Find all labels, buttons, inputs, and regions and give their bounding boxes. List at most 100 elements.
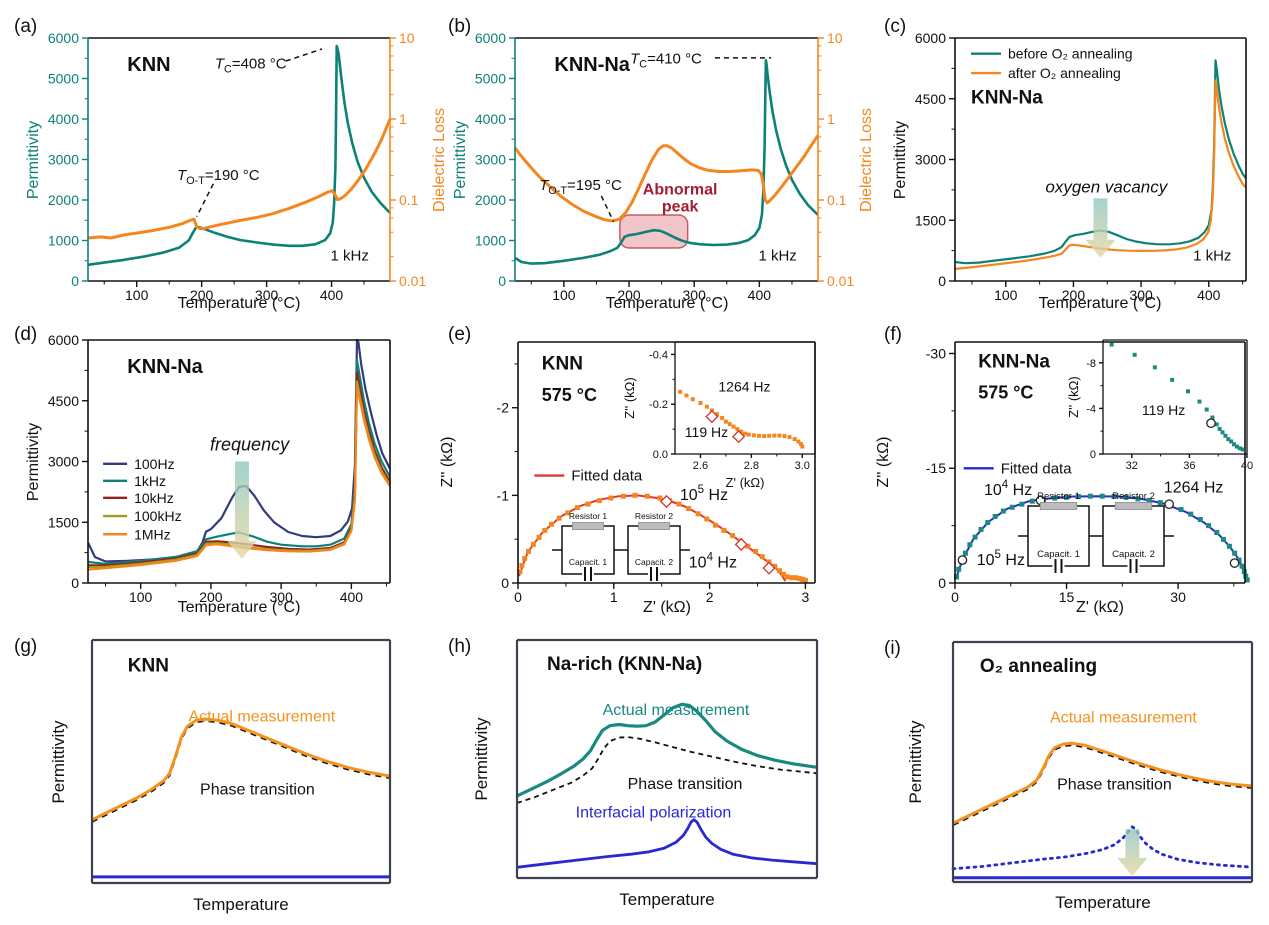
data-point bbox=[967, 542, 973, 548]
data-point bbox=[751, 433, 756, 438]
x-tick-label: 100 bbox=[129, 589, 153, 605]
y-tick-label: -8 bbox=[1086, 358, 1096, 370]
data-point bbox=[772, 563, 778, 569]
panel-d: (d) 100 200 300 400 0 1500 3000 4500 6000 Temperat… bbox=[14, 324, 391, 616]
y-tick-label: 6000 bbox=[475, 30, 506, 46]
leader-dashed-line bbox=[600, 195, 615, 222]
annotation: 575 °C bbox=[542, 385, 597, 405]
annotation: Interfacial polarization bbox=[576, 804, 732, 821]
annotation: 575 °C bbox=[978, 383, 1033, 403]
annotation: TO-T=190 °C bbox=[177, 167, 260, 187]
annotation: 1 kHz bbox=[331, 247, 369, 264]
x-axis-label: Z' (kΩ) bbox=[726, 475, 765, 490]
capacitor-label: Capacit. 2 bbox=[1112, 549, 1155, 560]
x-axis-label: Temperature bbox=[1055, 893, 1150, 912]
data-point bbox=[1185, 389, 1190, 394]
x-tick-label: 400 bbox=[1197, 287, 1221, 303]
data-point bbox=[978, 526, 984, 532]
data-point bbox=[1135, 496, 1141, 502]
panel-letter: (d) bbox=[14, 324, 37, 345]
x-tick-label: 32 bbox=[1126, 460, 1138, 472]
series-actual-measurement bbox=[516, 702, 818, 798]
data-point bbox=[542, 527, 548, 533]
panel-g: (g) Temperature Permittivity KNN Actual meas… bbox=[14, 636, 392, 914]
data-point bbox=[1236, 557, 1242, 563]
annotation: TO-T=195 °C bbox=[539, 177, 622, 197]
data-point bbox=[739, 429, 744, 434]
panel-i: (i) Temperature Permittivity O₂ annealing Ac… bbox=[884, 638, 1254, 912]
data-point bbox=[730, 533, 736, 539]
y-tick-label: 4000 bbox=[475, 111, 506, 127]
data-point bbox=[777, 433, 782, 438]
annotation: KNN-Na bbox=[554, 54, 630, 76]
y-tick-label: -0.4 bbox=[649, 349, 668, 361]
data-point bbox=[992, 513, 998, 519]
resistor-icon bbox=[572, 522, 605, 530]
resistor-icon bbox=[1039, 502, 1078, 510]
y-tick-label: -1 bbox=[497, 487, 510, 503]
legend-label: 100Hz bbox=[134, 456, 174, 472]
data-point bbox=[802, 577, 808, 583]
y-tick-label: 4000 bbox=[48, 111, 79, 127]
marker bbox=[659, 494, 674, 509]
x-tick-label: 400 bbox=[340, 589, 364, 605]
data-point bbox=[787, 435, 792, 440]
r-tick-label: 0.01 bbox=[399, 273, 426, 289]
legend-label: 1MHz bbox=[134, 526, 171, 542]
x-tick-label: 400 bbox=[320, 287, 344, 303]
series-after-O2-annealing bbox=[954, 79, 1247, 270]
data-point bbox=[712, 522, 718, 528]
panel-b: (b)100 200 300 4000100020003000400050006000… bbox=[448, 16, 875, 312]
data-point bbox=[1146, 497, 1152, 503]
annotation: Na-rich (KNN-Na) bbox=[547, 654, 702, 675]
marker bbox=[1229, 558, 1240, 568]
data-point bbox=[792, 437, 797, 442]
x-tick-label: 200 bbox=[199, 589, 223, 605]
y-tick-label: 6000 bbox=[48, 332, 79, 348]
x-tick-label: 100 bbox=[994, 287, 1018, 303]
annotation: Abnormal bbox=[643, 182, 718, 199]
capacitor-label: Capacit. 1 bbox=[569, 557, 608, 567]
panel-e: (e) 0 1 2 3 0 -1 -2 Z' (kΩ) Z'' (kΩ) Fitted data KN… bbox=[439, 324, 816, 616]
r-tick-label: 1 bbox=[827, 111, 835, 127]
x-tick-label: 40 bbox=[1241, 460, 1253, 472]
data-point bbox=[962, 550, 968, 556]
y-axis-label: Permittivity bbox=[892, 121, 909, 199]
x-axis-label: Temperature bbox=[619, 890, 714, 909]
data-point bbox=[1237, 446, 1242, 451]
legend-label: Fitted data bbox=[1001, 460, 1073, 477]
x-tick-label: 30 bbox=[1170, 589, 1186, 605]
data-point bbox=[1234, 444, 1239, 449]
data-point bbox=[1240, 447, 1245, 452]
x-tick-label: 0 bbox=[514, 589, 522, 605]
data-point bbox=[1214, 422, 1219, 427]
series-phase-transition bbox=[516, 736, 818, 804]
capacitor-label: Capacit. 1 bbox=[1037, 549, 1080, 560]
x-tick-label: 300 bbox=[1129, 287, 1153, 303]
annotation: 105 Hz bbox=[977, 549, 1025, 569]
annotation: Phase transition bbox=[1057, 777, 1172, 794]
data-point bbox=[797, 576, 803, 582]
y-tick-label: 5000 bbox=[475, 71, 506, 87]
data-point bbox=[985, 520, 991, 526]
data-point bbox=[757, 433, 761, 438]
data-point bbox=[695, 511, 701, 517]
x-tick-label: 200 bbox=[617, 287, 641, 303]
y-tick-label: 3000 bbox=[48, 454, 79, 470]
frequency-diamond-markers bbox=[705, 410, 746, 444]
x-tick-label: 300 bbox=[255, 287, 279, 303]
x-tick-label: 200 bbox=[1062, 287, 1086, 303]
panel-letter: (f) bbox=[884, 324, 902, 345]
r-tick-label: 0.1 bbox=[399, 192, 419, 208]
data-point bbox=[784, 574, 790, 580]
data-point bbox=[1052, 495, 1058, 501]
x-axis-label: Z' (kΩ) bbox=[643, 599, 691, 616]
annotation: KNN bbox=[127, 54, 170, 76]
data-point bbox=[1226, 543, 1232, 549]
data-point bbox=[1214, 530, 1220, 536]
data-point bbox=[704, 516, 710, 522]
y-tick-label: 6000 bbox=[48, 30, 79, 46]
data-point bbox=[686, 506, 692, 512]
annotation: 1 kHz bbox=[758, 247, 796, 264]
data-point bbox=[1188, 511, 1194, 517]
